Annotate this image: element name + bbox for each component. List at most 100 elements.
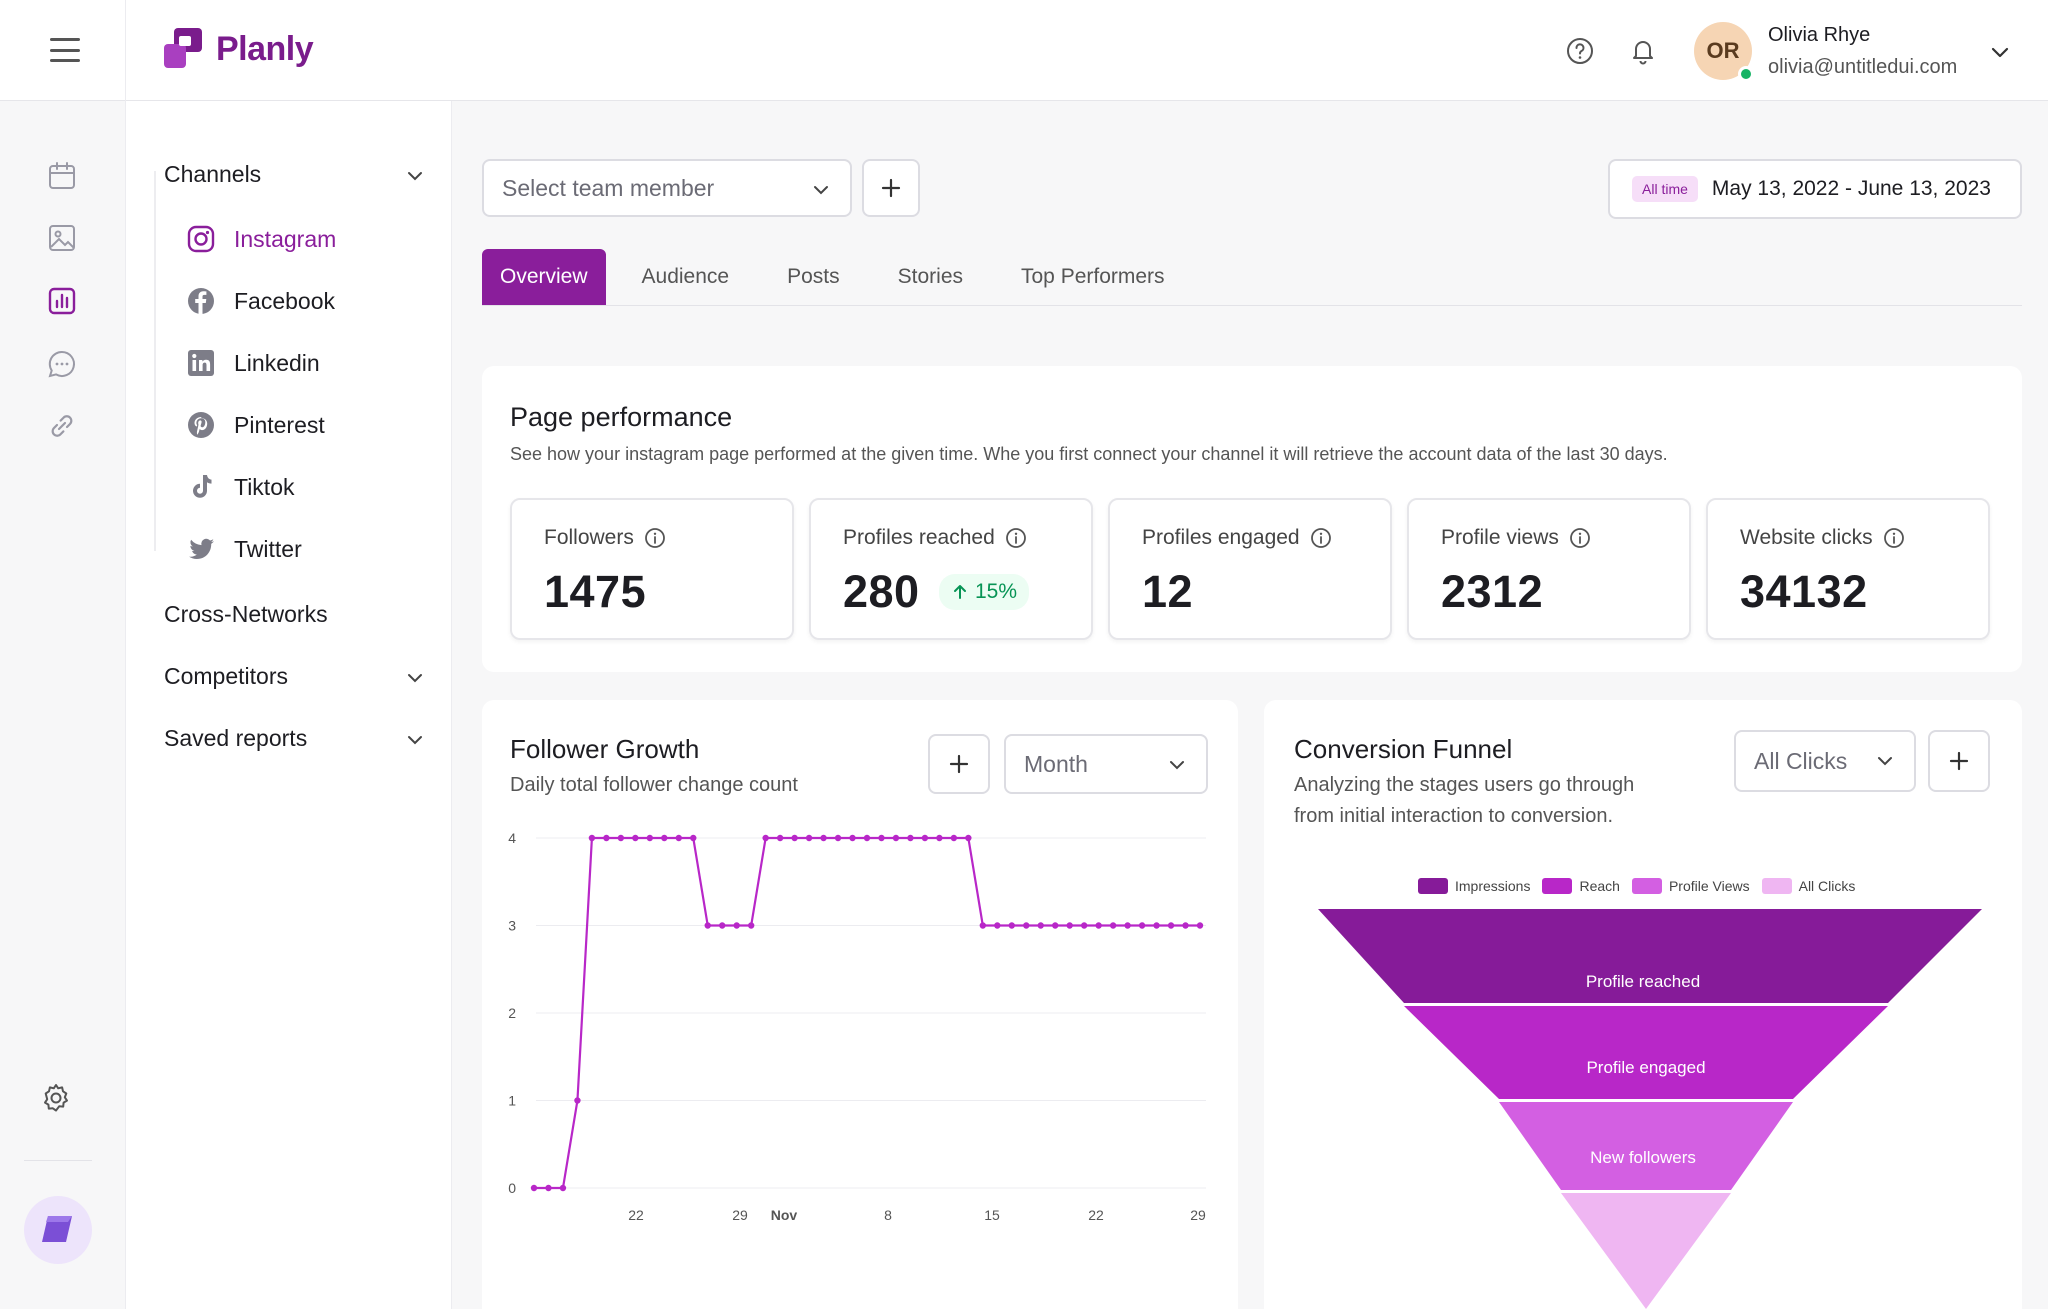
twitter-icon [189,538,214,559]
add-growth-button[interactable] [928,734,990,794]
x-tick-label: 29 [732,1207,748,1223]
nav-channels[interactable]: Channels [164,161,262,187]
data-point [617,834,625,842]
channel-linkedin[interactable]: Linkedin [186,343,320,383]
follower-growth-chart: 0 1 2 3 4 22 29 Nov 8 15 22 29 [508,830,1206,1223]
y-tick-label: 4 [508,830,516,846]
data-point [661,834,668,842]
metric-card-followers: Followers 1475 [510,498,794,640]
info-icon[interactable] [644,527,666,549]
chevron-down-icon[interactable] [1988,40,2012,64]
nav-cross-networks[interactable]: Cross-Networks [164,601,328,627]
data-point [950,834,958,842]
menu-icon[interactable] [50,38,80,62]
data-point [588,834,596,842]
data-point [675,834,682,842]
channel-label: Twitter [234,535,302,562]
channel-pinterest[interactable]: Pinterest [186,405,325,445]
section-title: Page performance [510,402,733,432]
legend-label: Profile Views [1668,878,1750,894]
top-bar: Planly OR Olivia Rhye olivia@untitledui.… [0,0,2048,101]
chevron-down-icon[interactable] [404,165,426,187]
settings-icon[interactable] [40,1082,72,1114]
x-tick-label: 22 [1088,1207,1104,1223]
legend-swatch [1542,878,1573,894]
data-point [921,834,929,842]
metric-value: 12 [1142,566,1194,617]
channel-facebook[interactable]: Facebook [186,281,335,321]
date-badge: All time [1632,176,1698,202]
data-point [1066,922,1073,929]
data-point [878,834,885,842]
data-point [545,1184,552,1192]
info-icon[interactable] [1883,527,1905,549]
follower-growth-card: Follower Growth Daily total follower cha… [482,700,1238,1309]
growth-title: Follower Growth [510,734,700,764]
bell-icon[interactable] [1628,36,1658,66]
add-funnel-button[interactable] [1928,730,1990,792]
legend-item[interactable]: All Clicks [1761,878,1855,894]
metric-label: Profiles reached [843,526,995,549]
growth-subtitle: Daily total follower change count [510,774,798,796]
data-point [834,834,842,842]
nav-saved-reports[interactable]: Saved reports [164,725,308,751]
plus-icon [949,754,969,774]
metric-value: 280 [843,566,920,617]
image-icon[interactable] [46,222,78,254]
funnel-filter-select[interactable]: All Clicks [1734,730,1916,792]
delta-value: 15% [975,580,1018,603]
chevron-down-icon[interactable] [404,729,426,751]
info-icon[interactable] [1005,527,1027,549]
channel-label: Instagram [234,225,337,252]
legend-item[interactable]: Profile Views [1631,878,1750,894]
workspace-logo[interactable] [24,1196,92,1264]
tab-posts[interactable]: Posts [787,265,840,288]
page-performance-card: Page performance See how your instagram … [482,366,2022,672]
date-range-picker[interactable]: All time May 13, 2022 - June 13, 2023 [1608,159,2022,219]
funnel-stage-profile-engaged[interactable] [1404,1006,1888,1099]
funnel-stage-new-followers[interactable] [1499,1102,1793,1190]
period-select[interactable]: Month [1004,734,1208,794]
info-icon[interactable] [1310,527,1332,549]
legend-item[interactable]: Impressions [1418,878,1530,894]
tab-overview[interactable]: Overview [482,249,606,305]
chevron-down-icon[interactable] [404,667,426,689]
help-icon[interactable] [1565,36,1595,66]
date-range-text: May 13, 2022 - June 13, 2023 [1711,177,1991,200]
data-point [863,834,871,842]
legend-swatch [1631,878,1662,894]
channel-tiktok[interactable]: Tiktok [186,467,295,507]
x-tick-label: 15 [984,1207,1000,1223]
analytics-icon[interactable] [46,285,78,317]
app-logo[interactable]: Planly [160,26,314,72]
info-icon[interactable] [1569,527,1591,549]
metric-card-profiles-engaged: Profiles engaged 12 [1108,498,1392,640]
add-team-member-button[interactable] [862,159,920,217]
tab-audience[interactable]: Audience [641,265,730,288]
rail-divider [125,0,126,1309]
data-point [762,834,769,842]
funnel-stage-profile-reached[interactable] [1318,909,1982,1003]
planly-logo-icon [164,28,202,68]
channel-instagram[interactable]: Instagram [186,219,336,259]
team-member-select[interactable]: Select team member [482,159,852,217]
x-tick-label: 29 [1190,1207,1206,1223]
funnel-stage-all-clicks[interactable] [1561,1193,1731,1309]
funnel-title: Conversion Funnel [1294,734,1513,764]
chat-icon[interactable] [46,348,78,380]
tab-stories[interactable]: Stories [897,265,963,288]
metric-label: Followers [544,526,634,549]
section-subtitle: See how your instagram page performed at… [510,444,1668,464]
tab-top-performers[interactable]: Top Performers [1021,265,1165,288]
arrow-up-icon [954,585,966,599]
data-point [574,1097,581,1104]
calendar-icon[interactable] [46,160,78,192]
nav-competitors[interactable]: Competitors [164,663,288,689]
link-icon[interactable] [46,410,78,442]
metric-value: 34132 [1740,566,1868,617]
channel-twitter[interactable]: Twitter [186,529,302,569]
legend-item[interactable]: Reach [1542,878,1620,894]
funnel-filter-value: All Clicks [1754,747,1848,774]
data-point [849,834,856,842]
metric-value: 2312 [1441,566,1544,617]
